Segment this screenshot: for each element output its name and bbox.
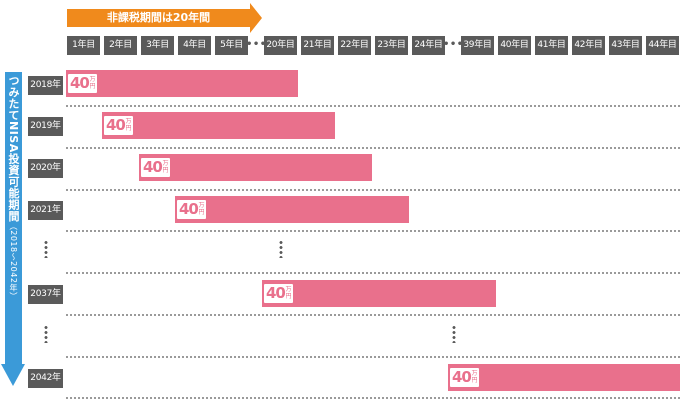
header-year-20: 20年目	[264, 36, 297, 55]
amount-tag: 40 万円	[449, 367, 480, 388]
amount-unit: 万円	[285, 286, 292, 300]
start-year-label: 2042年	[28, 369, 63, 388]
header-year-3: 3年目	[141, 36, 174, 55]
row-separator	[66, 272, 680, 274]
amount-tag: 40 万円	[103, 115, 134, 136]
row-separator	[66, 314, 680, 316]
amount-unit: 万円	[125, 118, 132, 132]
row-separator	[66, 356, 680, 358]
header-year-43: 43年目	[609, 36, 642, 55]
row-ellipsis	[279, 240, 283, 258]
amount-tag: 40 万円	[67, 73, 98, 94]
investment-period-range: （2018～2042年）	[9, 221, 18, 301]
amount-tag: 40 万円	[263, 283, 294, 304]
header-year-24: 24年目	[412, 36, 445, 55]
header-year-23: 23年目	[375, 36, 408, 55]
start-year-label: 2037年	[28, 285, 63, 304]
tax-free-period-arrow	[67, 9, 250, 27]
investment-period-arrow	[5, 72, 22, 364]
header-year-21: 21年目	[301, 36, 334, 55]
row-separator	[66, 189, 680, 191]
amount-value: 40	[143, 158, 163, 176]
row-separator	[66, 147, 680, 149]
amount-unit: 万円	[471, 370, 478, 384]
header-year-5: 5年目	[215, 36, 248, 55]
investment-bar	[66, 70, 298, 97]
amount-value: 40	[266, 284, 286, 302]
header-year-22: 22年目	[338, 36, 371, 55]
tax-free-period-arrow-head	[250, 3, 262, 33]
header-year-1: 1年目	[67, 36, 100, 55]
amount-value: 40	[106, 116, 126, 134]
row-ellipsis	[452, 325, 456, 343]
header-year-42: 42年目	[572, 36, 605, 55]
header-year-2: 2年目	[104, 36, 137, 55]
row-ellipsis	[44, 240, 48, 258]
start-year-label: 2020年	[28, 159, 63, 178]
row-separator	[66, 397, 680, 399]
header-year-40: 40年目	[498, 36, 531, 55]
header-year-39: 39年目	[461, 36, 494, 55]
row-separator	[66, 230, 680, 232]
header-year-41: 41年目	[535, 36, 568, 55]
row-ellipsis	[44, 325, 48, 343]
header-year-4: 4年目	[178, 36, 211, 55]
tax-free-period-label: 非課税期間は20年間	[106, 11, 211, 24]
investment-bar	[102, 112, 335, 139]
amount-value: 40	[70, 74, 90, 92]
header-year-44: 44年目	[646, 36, 679, 55]
investment-period-arrow-head	[1, 364, 25, 386]
investment-period-title: つみたてNISA投資可能期間	[7, 75, 20, 222]
start-year-label: 2019年	[28, 117, 63, 136]
investment-period-label: つみたてNISA投資可能期間（2018～2042年）	[5, 75, 22, 300]
amount-tag: 40 万円	[176, 199, 207, 220]
amount-value: 40	[452, 368, 472, 386]
amount-tag: 40 万円	[140, 157, 171, 178]
start-year-label: 2018年	[28, 76, 63, 95]
amount-value: 40	[179, 200, 199, 218]
amount-unit: 万円	[198, 202, 205, 216]
amount-unit: 万円	[89, 76, 96, 90]
row-separator	[66, 105, 680, 107]
investment-bar	[139, 154, 372, 181]
start-year-label: 2021年	[28, 201, 63, 220]
amount-unit: 万円	[162, 160, 169, 174]
investment-bar	[175, 196, 409, 223]
investment-bar	[448, 364, 680, 391]
header-ellipsis: •••	[443, 39, 464, 50]
investment-bar	[262, 280, 496, 307]
header-ellipsis: •••	[246, 39, 267, 50]
